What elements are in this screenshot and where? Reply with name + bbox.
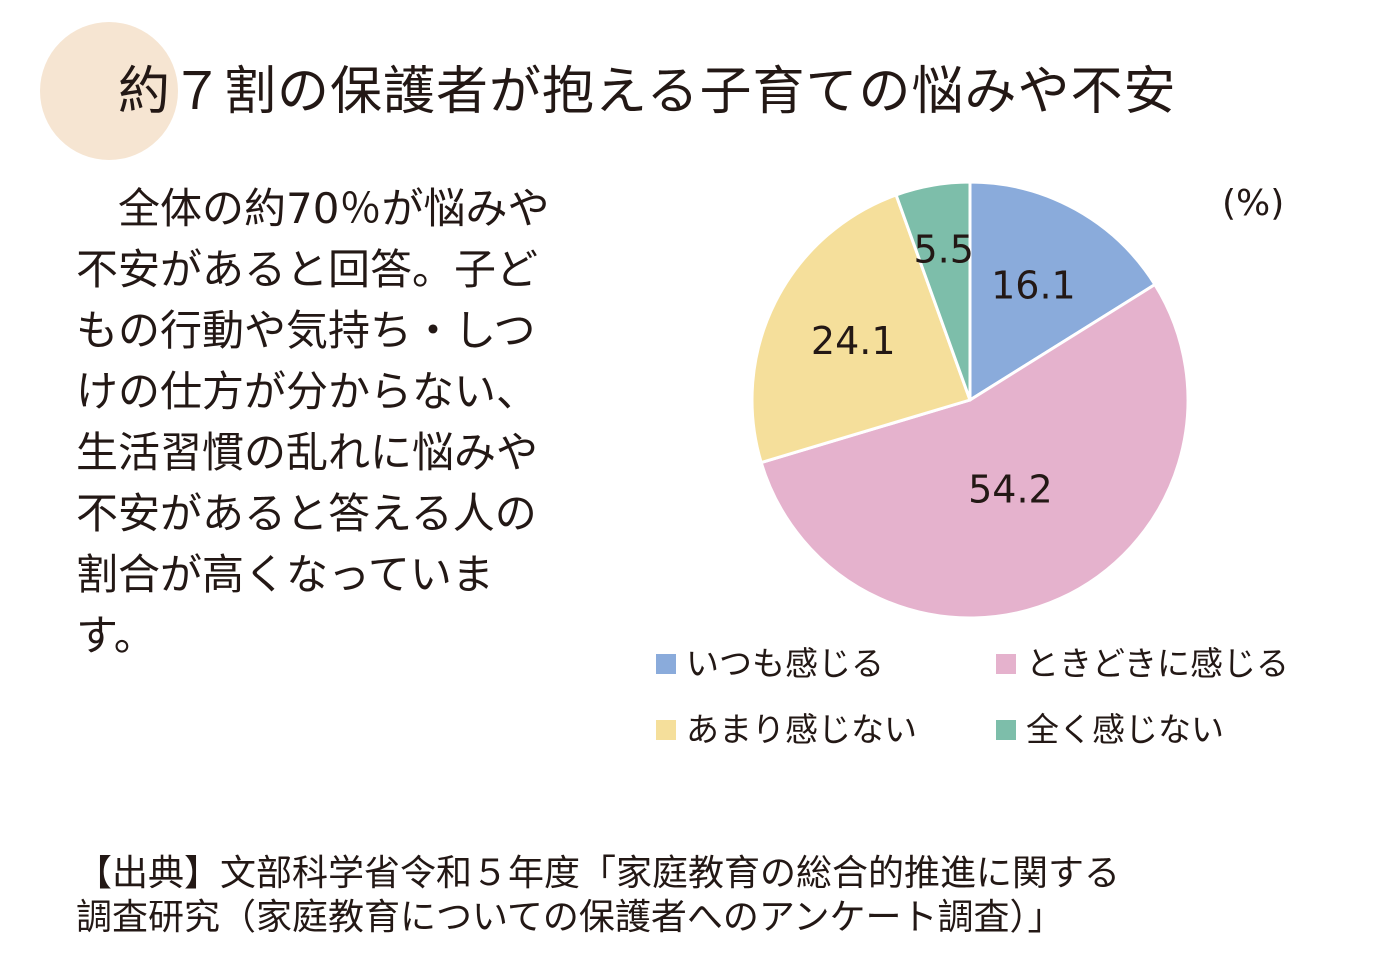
unit-label: (%) (1222, 183, 1285, 224)
legend-item-always: いつも感じる (656, 642, 996, 686)
page-title: 約７割の保護者が抱える子育ての悩みや不安 (118, 62, 1177, 122)
legend-item-rarely: あまり感じない (656, 708, 996, 752)
description-text: 全体の約70％が悩みや不安があると回答。子どもの行動や気持ち・しつけの仕方が分か… (76, 184, 550, 660)
legend-label-sometimes: ときどきに感じる (1026, 644, 1290, 683)
legend-label-never: 全く感じない (1026, 710, 1224, 749)
slice-value-label-sometimes: 54.2 (968, 467, 1053, 511)
legend-item-sometimes: ときどきに感じる (996, 642, 1356, 686)
legend-swatch-never (996, 720, 1016, 740)
source-line-2: 調査研究（家庭教育についての保護者へのアンケート調査）」 (76, 897, 1064, 938)
slice-value-label-always: 16.1 (991, 264, 1076, 308)
pie-slice-always (968, 180, 1157, 402)
legend-swatch-rarely (656, 720, 676, 740)
legend: いつも感じる ときどきに感じる あまり感じない 全く感じない (656, 642, 1356, 752)
source-line-1: 【出典】文部科学省令和５年度「家庭教育の総合的推進に関する (76, 853, 1121, 894)
legend-label-rarely: あまり感じない (686, 710, 917, 749)
legend-item-never: 全く感じない (996, 708, 1356, 752)
pie-slice-never (894, 180, 972, 402)
pie-chart: 16.1 54.2 24.1 5.5 (750, 180, 1190, 620)
legend-label-always: いつも感じる (686, 644, 884, 683)
pie-slice-rarely (750, 193, 972, 465)
pie-slice-sometimes (759, 283, 1190, 620)
title-decoration-circle (40, 22, 178, 160)
legend-swatch-always (656, 654, 676, 674)
legend-swatch-sometimes (996, 654, 1016, 674)
source-citation: 【出典】文部科学省令和５年度「家庭教育の総合的推進に関する 調査研究（家庭教育に… (76, 852, 1336, 940)
slice-value-label-never: 5.5 (913, 228, 973, 272)
slice-value-label-rarely: 24.1 (811, 319, 896, 363)
